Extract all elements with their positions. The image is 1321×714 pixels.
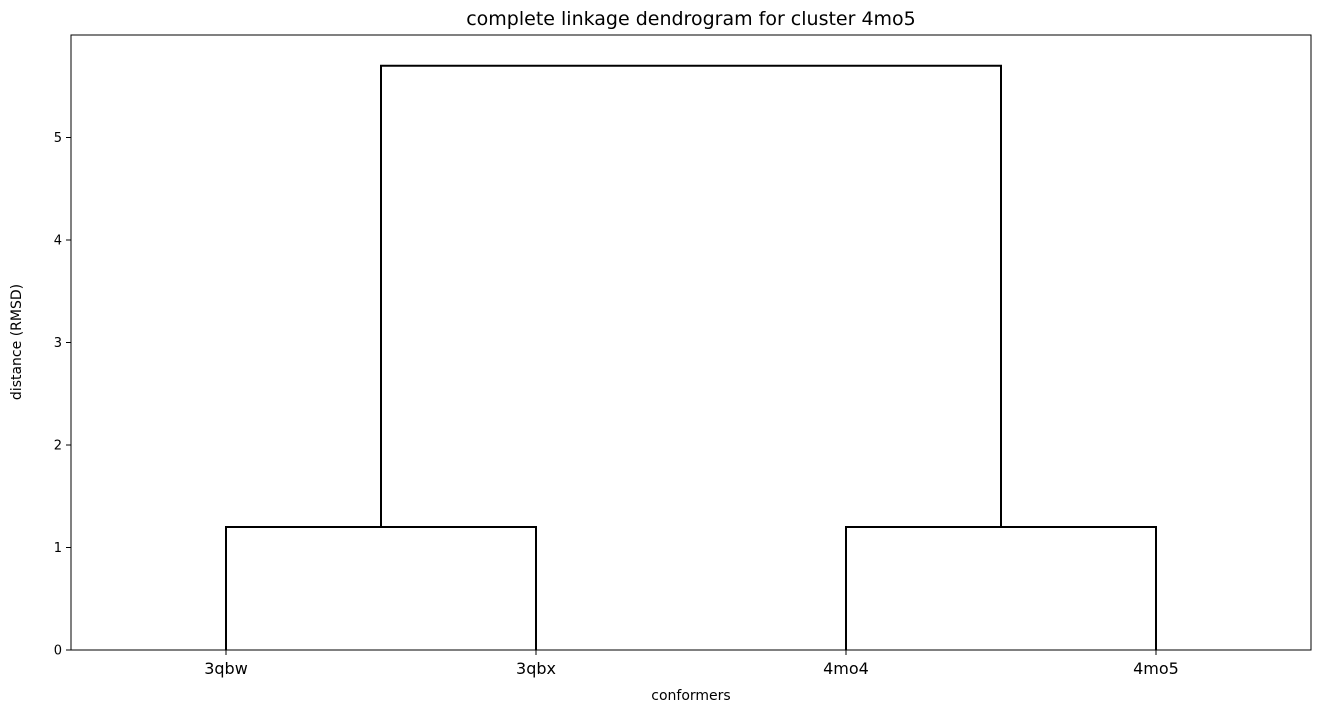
dendrogram-link-1 (225, 526, 537, 650)
y-tick-label: 5 (54, 131, 62, 146)
y-tick-label: 2 (54, 439, 62, 454)
x-tick-label-4mo4: 4mo4 (823, 659, 869, 678)
y-axis-label: distance (RMSD) (9, 284, 25, 400)
y-tick-label: 0 (54, 644, 62, 659)
plot-frame (70, 34, 1312, 651)
x-tick-label-4mo5: 4mo5 (1133, 659, 1179, 678)
x-tick-label-3qbw: 3qbw (204, 659, 248, 678)
dendrogram-links (225, 64, 1157, 650)
dendrogram-link-3 (380, 64, 1002, 527)
y-tick-label: 1 (54, 541, 62, 556)
x-axis: 3qbw 3qbx 4mo4 4mo5 (204, 650, 1179, 678)
x-tick-label-3qbx: 3qbx (516, 659, 556, 678)
y-tick-label: 3 (54, 336, 62, 351)
chart-title: complete linkage dendrogram for cluster … (466, 8, 916, 30)
y-tick-label: 4 (54, 234, 62, 249)
y-axis: 0 1 2 3 4 5 (54, 131, 71, 659)
x-axis-label: conformers (651, 688, 730, 704)
dendrogram-link-2 (845, 526, 1157, 650)
